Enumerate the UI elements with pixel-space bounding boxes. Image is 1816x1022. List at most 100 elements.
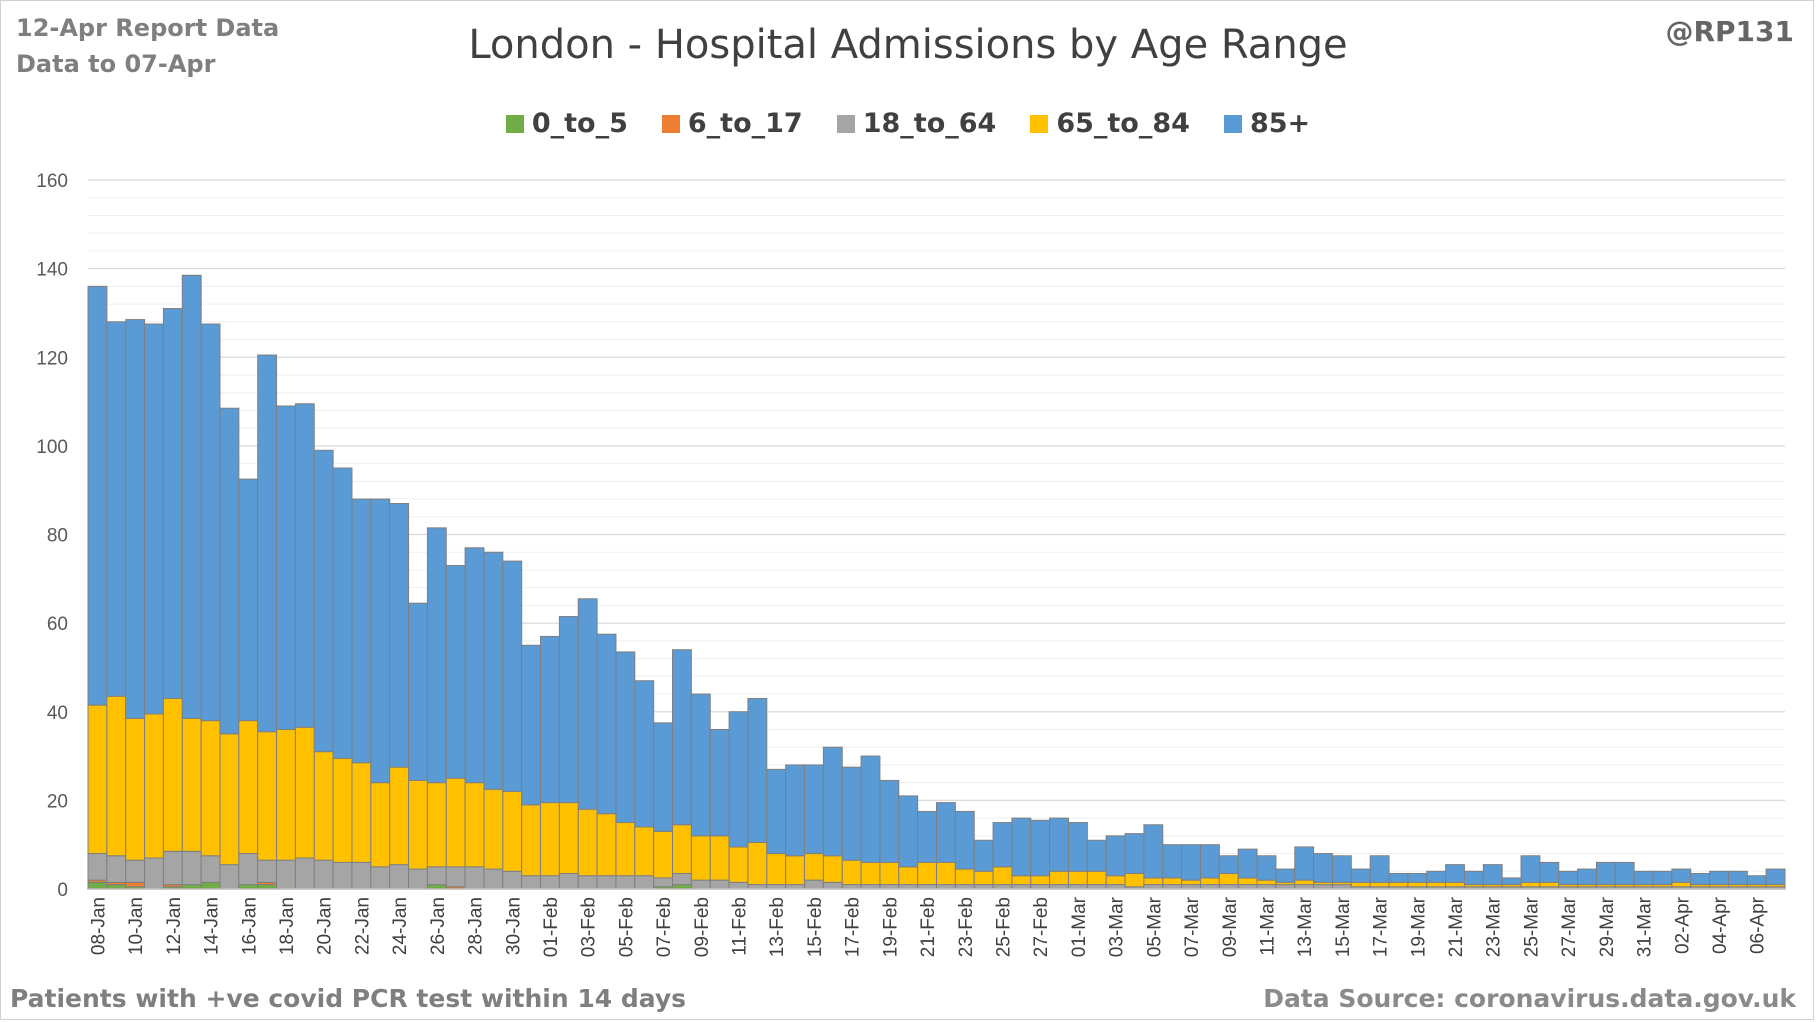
bar-segment-85+ <box>1482 864 1503 886</box>
bar-segment-18_to_64 <box>634 875 655 890</box>
author-handle: @RP131 <box>1665 15 1794 48</box>
bar-segment-65_to_84 <box>747 841 768 886</box>
bar-segment-65_to_84 <box>521 804 542 877</box>
bar-segment-65_to_84 <box>1199 877 1220 886</box>
bar-segment-65_to_84 <box>502 791 523 872</box>
x-tick-label: 13-Mar <box>1295 896 1316 957</box>
bar-segment-85+ <box>540 635 560 804</box>
bar-segment-85+ <box>1445 864 1465 883</box>
bar-segment-65_to_84 <box>1181 879 1201 886</box>
bar-segment-85+ <box>1237 848 1258 879</box>
x-tick-label: 08-Jan <box>88 897 109 955</box>
bar-segment-65_to_84 <box>1218 872 1239 886</box>
legend-item-85+: 85+ <box>1223 108 1311 139</box>
y-tick-label: 60 <box>47 614 68 635</box>
x-tick-label: 07-Mar <box>1182 896 1203 957</box>
bar-segment-65_to_84 <box>1426 881 1447 888</box>
bar-segment-85+ <box>672 649 692 826</box>
bar-segment-85+ <box>1539 861 1560 883</box>
bar-segment-85+ <box>1727 870 1748 886</box>
x-tick-label: 11-Feb <box>730 897 751 956</box>
bar-segment-85+ <box>1652 870 1673 886</box>
bar-segment-65_to_84 <box>1011 875 1032 886</box>
legend-item-6_to_17: 6_to_17 <box>661 108 803 139</box>
bar-segment-65_to_84 <box>125 717 146 861</box>
legend-label: 18_to_64 <box>862 108 997 139</box>
bar-segment-65_to_84 <box>917 861 938 886</box>
x-tick-label: 13-Feb <box>767 897 788 957</box>
bar-segment-85+ <box>728 711 749 848</box>
bar-segment-18_to_64 <box>502 870 523 890</box>
bar-segment-18_to_64 <box>596 875 617 890</box>
bar-segment-85+ <box>1199 844 1220 879</box>
bar-segment-65_to_84 <box>898 866 919 886</box>
bar-segment-65_to_84 <box>370 782 391 868</box>
bar-segment-85+ <box>106 321 127 697</box>
bar-segment-85+ <box>162 308 183 699</box>
x-tick-label: 28-Jan <box>466 897 487 955</box>
bar-segment-85+ <box>1633 870 1654 886</box>
bar-segment-65_to_84 <box>276 728 296 861</box>
bar-segment-65_to_84 <box>1520 881 1541 888</box>
bar-segment-65_to_84 <box>804 853 824 881</box>
bar-segment-85+ <box>653 722 674 832</box>
bar-segment-65_to_84 <box>389 766 410 866</box>
bar-segment-85+ <box>1181 844 1201 881</box>
bar-segment-85+ <box>294 403 315 728</box>
bar-segment-85+ <box>181 274 202 719</box>
bar-segment-85+ <box>558 615 579 804</box>
bar-segment-85+ <box>1595 861 1616 886</box>
x-tick-label: 12-Jan <box>164 897 185 955</box>
bar-segment-85+ <box>1463 870 1484 886</box>
bar-segment-85+ <box>1388 872 1409 883</box>
bar-segment-85+ <box>879 779 900 863</box>
bar-segment-85+ <box>483 551 504 790</box>
bar-segment-65_to_84 <box>672 824 692 874</box>
bar-segment-85+ <box>1275 868 1296 883</box>
x-tick-label: 18-Jan <box>277 897 298 955</box>
bar-segment-18_to_64 <box>219 864 240 890</box>
bar-segment-65_to_84 <box>1256 879 1277 886</box>
legend-label: 85+ <box>1249 108 1311 139</box>
bar-segment-18_to_64 <box>822 881 843 890</box>
bar-segment-85+ <box>690 693 711 837</box>
bar-segment-85+ <box>1558 870 1579 886</box>
chart-plot: 0 20 40 60 80 100 120 140 160 08-Jan 10-Jan 12-Jan 1… <box>36 171 1786 957</box>
bar-segment-85+ <box>1369 855 1390 883</box>
bar-segment-85+ <box>973 839 994 872</box>
bar-segment-18_to_64 <box>181 850 202 886</box>
bar-segment-85+ <box>1331 855 1352 883</box>
bar-segment-18_to_64 <box>690 879 711 890</box>
legend-swatch <box>1030 114 1049 133</box>
x-tick-label: 25-Feb <box>993 897 1014 957</box>
bar-segment-85+ <box>1746 875 1767 886</box>
bar-segment-85+ <box>200 323 221 722</box>
bar-segment-18_to_64 <box>540 875 560 890</box>
bar-segment-85+ <box>1709 870 1729 886</box>
bar-segment-65_to_84 <box>766 853 787 886</box>
bar-segment-85+ <box>276 405 296 730</box>
bar-segment-18_to_64 <box>408 868 428 890</box>
bar-segment-18_to_64 <box>351 861 372 890</box>
bar-segment-65_to_84 <box>1067 870 1088 886</box>
x-tick-label: 01-Feb <box>541 897 562 957</box>
bar-segment-85+ <box>596 633 617 815</box>
x-tick-label: 03-Mar <box>1107 896 1128 957</box>
bar-segment-18_to_64 <box>144 857 164 890</box>
bar-segment-85+ <box>1501 877 1522 886</box>
bar-segment-18_to_64 <box>483 868 504 890</box>
bar-segment-85+ <box>1124 833 1145 874</box>
x-tick-label: 15-Mar <box>1333 896 1354 957</box>
x-tick-label: 15-Feb <box>805 897 826 957</box>
legend-item-0_to_5: 0_to_5 <box>505 108 628 139</box>
bar-segment-65_to_84 <box>1162 877 1183 886</box>
bar-segment-18_to_64 <box>653 877 674 888</box>
bar-segment-65_to_84 <box>144 713 164 859</box>
x-tick-label: 20-Jan <box>315 897 336 955</box>
bar-segment-85+ <box>1294 846 1315 881</box>
bar-segment-85+ <box>1105 835 1126 877</box>
bar-segment-85+ <box>954 810 975 870</box>
bar-segment-18_to_64 <box>728 881 749 890</box>
bar-segment-85+ <box>521 644 542 806</box>
